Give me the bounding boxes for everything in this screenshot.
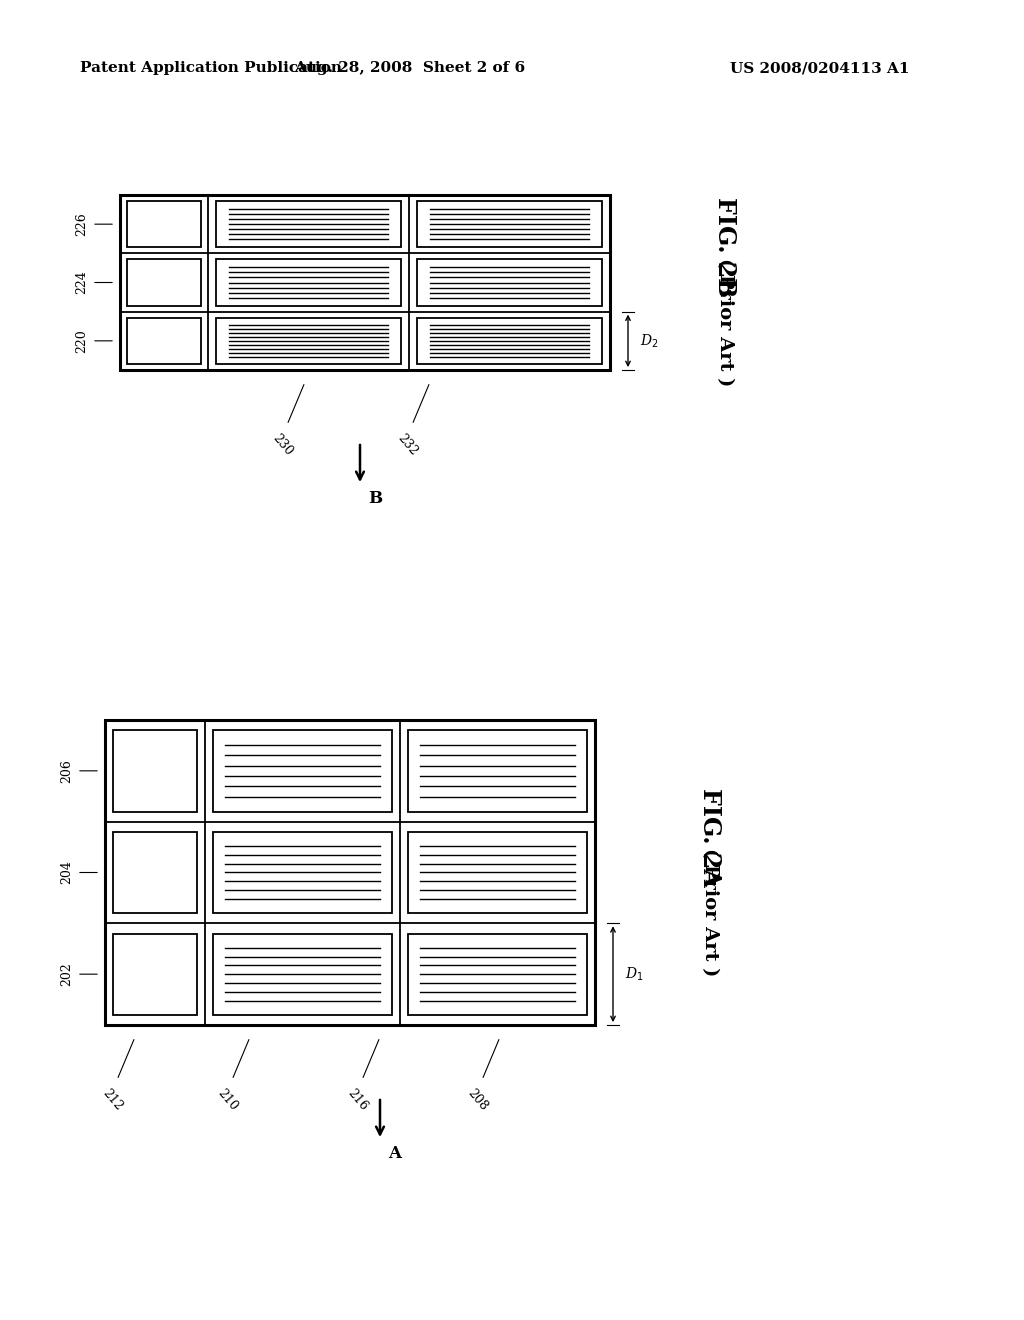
Bar	[113, 933, 197, 1015]
Text: 202: 202	[60, 962, 73, 986]
Text: 206: 206	[60, 759, 73, 783]
Text: 226: 226	[75, 213, 88, 236]
Text: US 2008/0204113 A1: US 2008/0204113 A1	[730, 61, 909, 75]
Text: ( Prior Art ): ( Prior Art )	[701, 849, 719, 977]
Text: Patent Application Publication: Patent Application Publication	[80, 61, 342, 75]
Text: 208: 208	[465, 1086, 490, 1114]
Text: A: A	[388, 1144, 401, 1162]
Bar	[417, 259, 602, 306]
Bar	[417, 318, 602, 364]
Bar	[216, 201, 401, 248]
Text: FIG. 2A: FIG. 2A	[698, 788, 722, 887]
Text: 210: 210	[215, 1086, 241, 1114]
Text: D$_2$: D$_2$	[640, 333, 658, 350]
Bar	[105, 719, 595, 1026]
Bar	[213, 730, 392, 812]
Bar	[127, 259, 201, 306]
Bar	[408, 730, 587, 812]
Bar	[213, 832, 392, 913]
Bar	[113, 730, 197, 812]
Bar	[417, 201, 602, 248]
Text: B: B	[368, 490, 382, 507]
Text: Aug. 28, 2008  Sheet 2 of 6: Aug. 28, 2008 Sheet 2 of 6	[295, 61, 525, 75]
Bar	[216, 318, 401, 364]
Text: 216: 216	[345, 1086, 371, 1114]
Text: ( Prior Art ): ( Prior Art )	[716, 259, 734, 387]
Text: 212: 212	[100, 1086, 126, 1114]
Text: 204: 204	[60, 861, 73, 884]
Text: 224: 224	[75, 271, 88, 294]
Bar	[408, 933, 587, 1015]
Text: 220: 220	[75, 329, 88, 352]
Bar	[408, 832, 587, 913]
Bar	[113, 832, 197, 913]
Text: FIG. 2B: FIG. 2B	[713, 198, 737, 297]
Text: D$_1$: D$_1$	[625, 965, 644, 983]
Bar	[120, 195, 610, 370]
Text: 230: 230	[270, 432, 296, 458]
Bar	[127, 318, 201, 364]
Bar	[213, 933, 392, 1015]
Text: 232: 232	[395, 432, 421, 458]
Bar	[127, 201, 201, 248]
Bar	[216, 259, 401, 306]
